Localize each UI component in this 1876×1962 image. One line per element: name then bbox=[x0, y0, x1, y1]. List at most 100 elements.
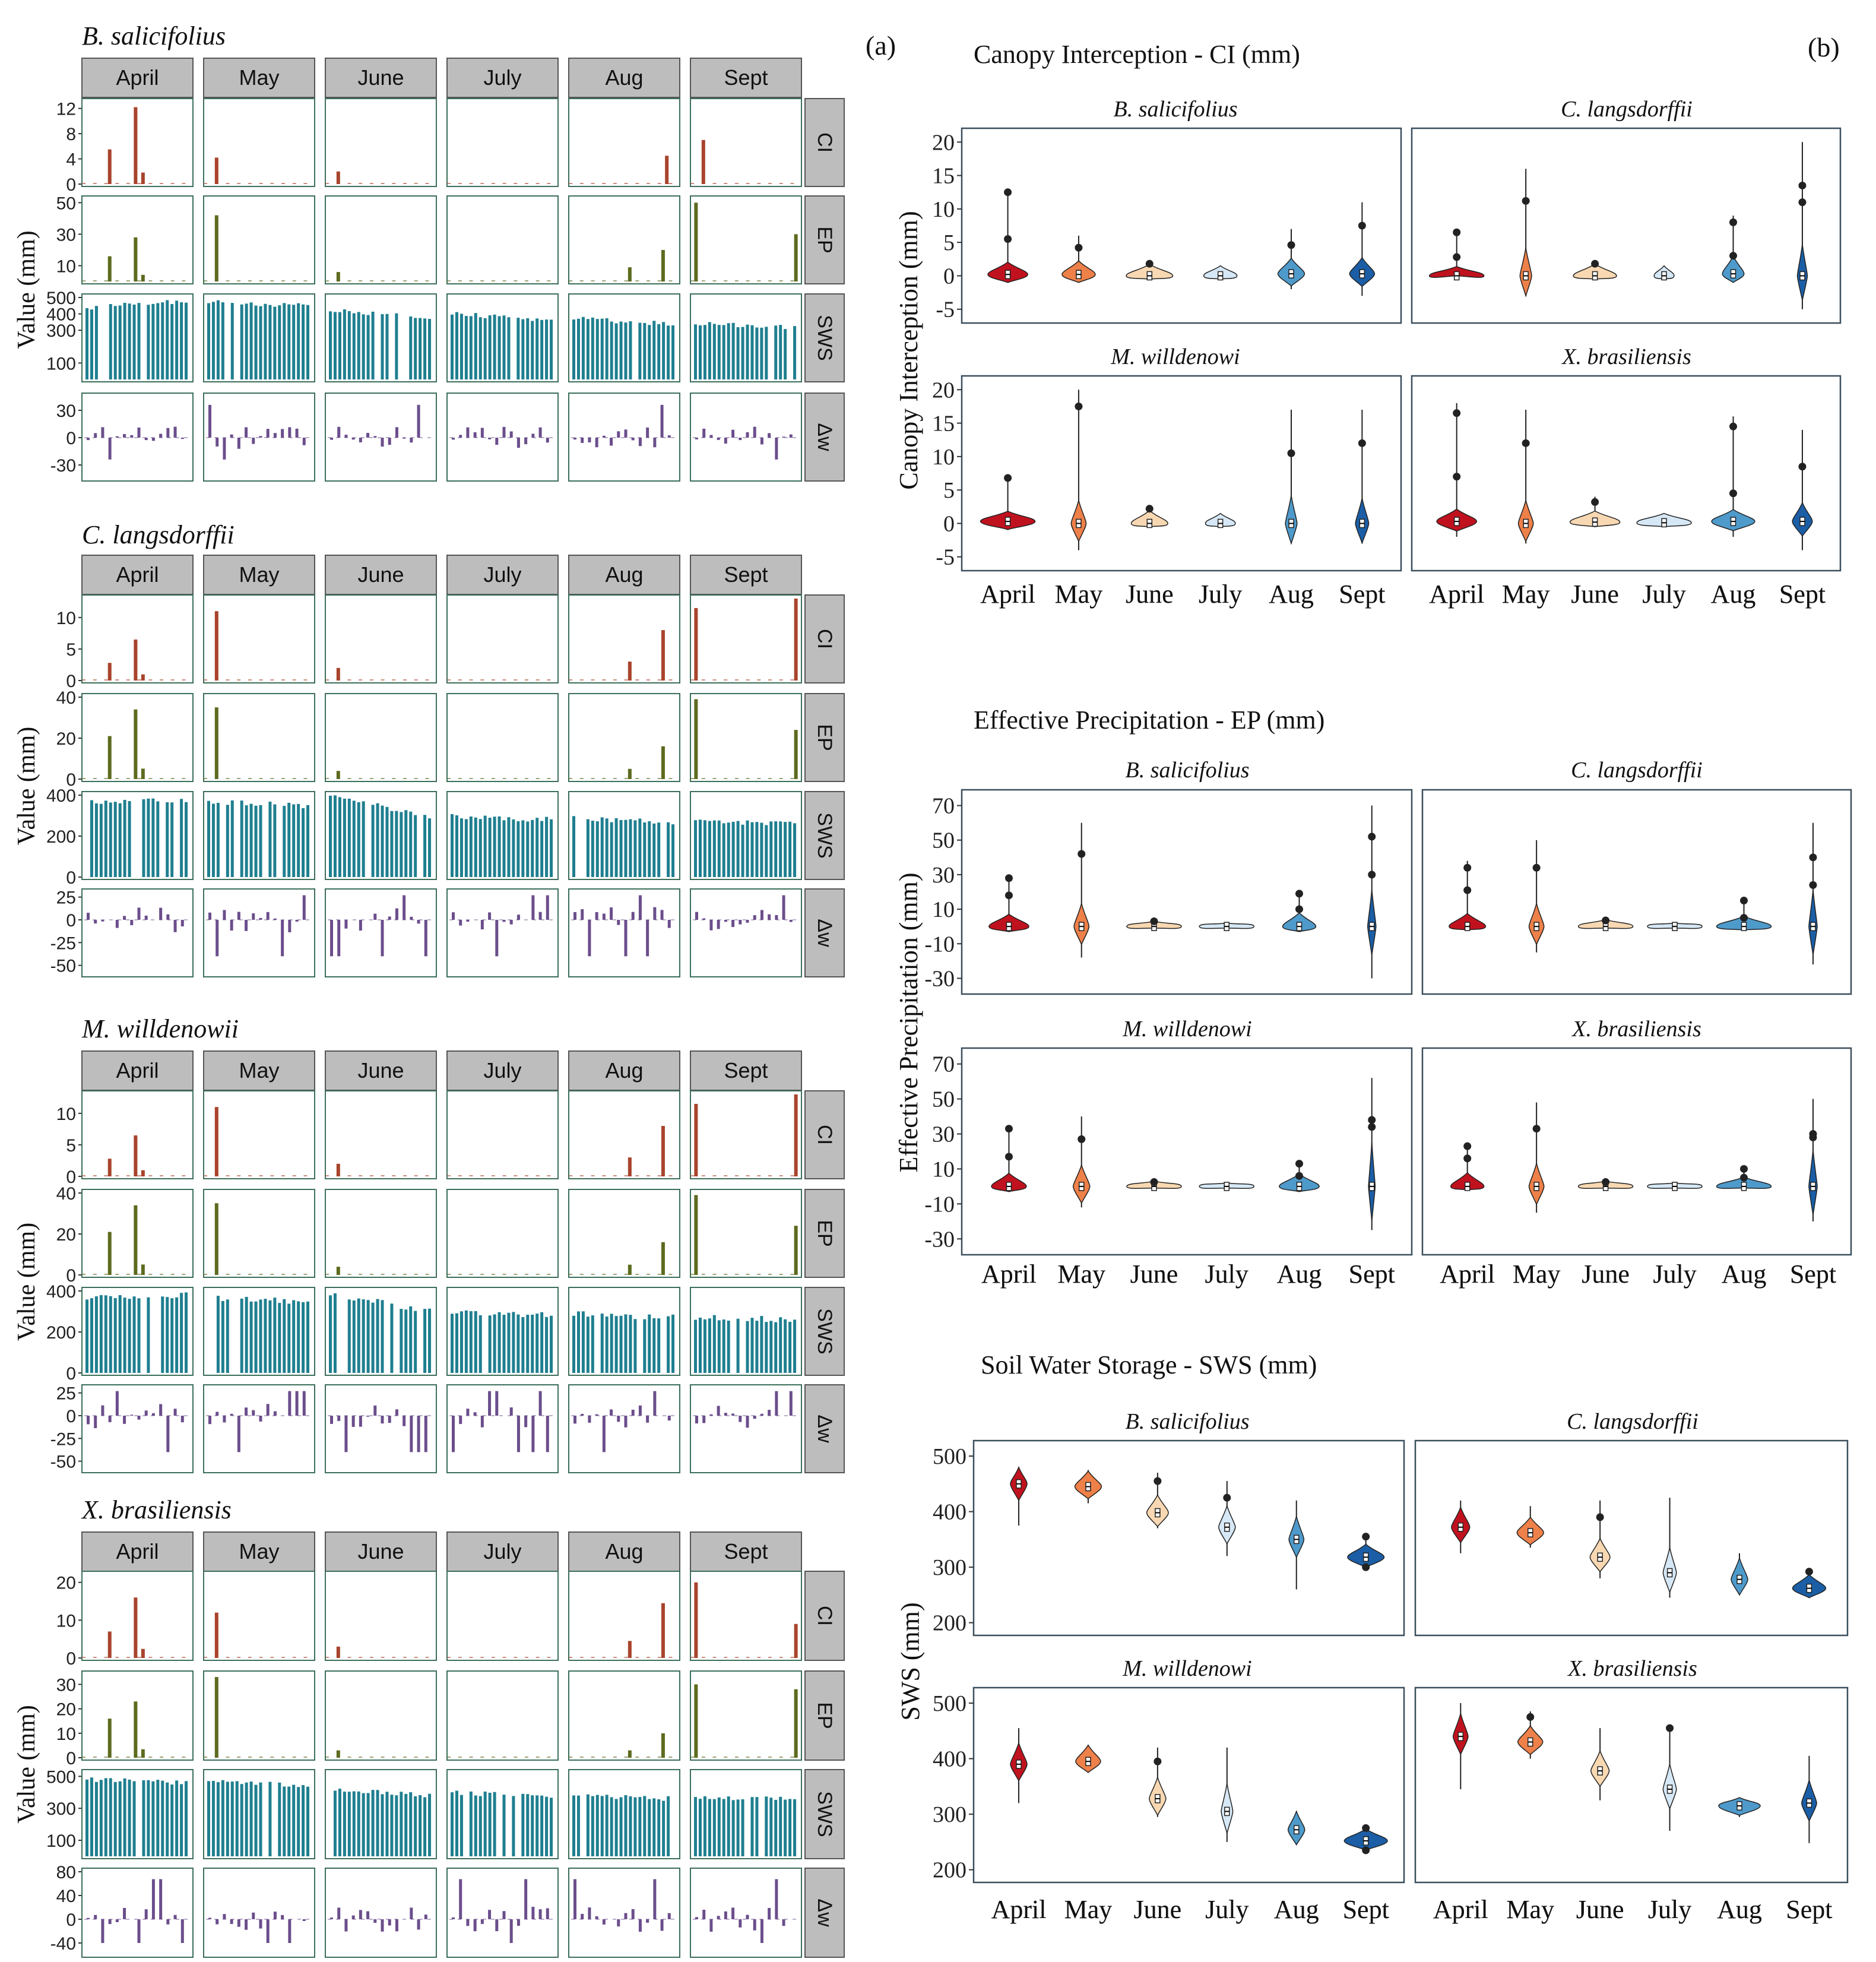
facet-frame bbox=[690, 1571, 802, 1661]
x-tick-label: May bbox=[1513, 1260, 1561, 1289]
bar bbox=[712, 1799, 716, 1856]
bar bbox=[395, 811, 398, 877]
bar bbox=[722, 823, 725, 877]
bar bbox=[357, 802, 360, 877]
bar bbox=[266, 429, 270, 438]
outlier-point bbox=[1362, 1563, 1370, 1571]
bar bbox=[107, 1719, 112, 1758]
facet-frame bbox=[690, 1287, 802, 1376]
bar bbox=[161, 1780, 164, 1856]
bar bbox=[753, 1416, 756, 1419]
x-tick-label: Sept bbox=[1339, 580, 1385, 609]
bar bbox=[302, 1785, 305, 1856]
bar bbox=[722, 1799, 725, 1856]
bar bbox=[661, 1603, 665, 1658]
facet-frame bbox=[568, 791, 680, 880]
tick-label: 500 bbox=[46, 289, 76, 308]
bar bbox=[337, 1907, 341, 1919]
facet-frame bbox=[81, 791, 194, 880]
bar bbox=[170, 1298, 174, 1373]
bar bbox=[765, 1322, 768, 1373]
bar bbox=[768, 1410, 771, 1416]
bar bbox=[211, 1780, 215, 1856]
bar bbox=[708, 821, 711, 877]
outlier-point bbox=[1075, 402, 1083, 410]
tick-label: 12 bbox=[56, 100, 76, 119]
outlier-point bbox=[1358, 221, 1366, 230]
bar bbox=[428, 319, 432, 379]
bar bbox=[306, 805, 310, 877]
tick-label: 40 bbox=[56, 1887, 76, 1906]
facet-frame bbox=[325, 1090, 437, 1179]
bar bbox=[329, 311, 332, 379]
bar bbox=[237, 1416, 240, 1452]
bar bbox=[452, 912, 455, 920]
bar bbox=[624, 1795, 628, 1856]
outlier-point bbox=[1463, 1154, 1472, 1163]
bar bbox=[137, 907, 141, 920]
x-tick-label: Aug bbox=[1277, 1260, 1322, 1289]
facet-frame bbox=[446, 1189, 559, 1278]
bar bbox=[85, 1779, 88, 1856]
bar bbox=[614, 323, 618, 379]
facet-frame bbox=[325, 195, 437, 284]
bar bbox=[107, 663, 112, 681]
bar bbox=[724, 1413, 727, 1416]
bar bbox=[302, 1919, 306, 1921]
bar bbox=[352, 1791, 356, 1856]
x-tick-label: April bbox=[1440, 1260, 1495, 1289]
bar bbox=[455, 1313, 458, 1373]
month-strip bbox=[690, 555, 802, 595]
bar bbox=[268, 305, 272, 379]
tick-label: 300 bbox=[933, 1555, 966, 1580]
bar bbox=[101, 1405, 104, 1416]
bar bbox=[403, 895, 406, 920]
bar bbox=[702, 918, 706, 920]
row-label: Δw bbox=[813, 919, 836, 947]
bar bbox=[739, 438, 742, 441]
bar bbox=[180, 920, 184, 927]
bar bbox=[237, 438, 240, 449]
bar bbox=[624, 322, 628, 379]
x-tick-label: June bbox=[1576, 1895, 1624, 1924]
row-strip bbox=[804, 888, 845, 977]
bar bbox=[661, 1242, 665, 1275]
row-label: Δw bbox=[813, 423, 836, 451]
outlier-point bbox=[1154, 1477, 1162, 1485]
facet-frame bbox=[203, 1384, 315, 1473]
tick-label: 50 bbox=[932, 828, 955, 853]
bar bbox=[362, 1299, 365, 1373]
bar bbox=[694, 1684, 698, 1758]
bar bbox=[550, 1315, 553, 1373]
row-strip bbox=[804, 1090, 845, 1179]
month-strip bbox=[690, 1050, 802, 1091]
bar bbox=[629, 1315, 632, 1373]
bar bbox=[545, 319, 549, 379]
bar bbox=[662, 1800, 666, 1856]
row-strip bbox=[804, 791, 845, 880]
bar bbox=[281, 1914, 284, 1919]
bar bbox=[779, 1796, 782, 1856]
bar bbox=[695, 912, 698, 920]
bar bbox=[166, 914, 170, 920]
bar bbox=[708, 322, 711, 379]
bar bbox=[614, 818, 618, 877]
bar bbox=[712, 820, 716, 877]
bar bbox=[101, 1919, 104, 1943]
bar bbox=[159, 1404, 163, 1416]
bar bbox=[452, 1416, 455, 1452]
bar bbox=[216, 1782, 220, 1856]
bar bbox=[629, 321, 632, 379]
bar bbox=[123, 799, 126, 877]
bar bbox=[287, 304, 291, 379]
bar bbox=[712, 324, 716, 379]
bar bbox=[166, 802, 169, 877]
bar bbox=[717, 820, 721, 877]
tick-label: 10 bbox=[56, 1611, 76, 1631]
x-tick-label: Sept bbox=[1790, 1260, 1836, 1289]
species-title: B. salicifolius bbox=[82, 21, 226, 50]
tick-label: 10 bbox=[56, 609, 76, 628]
tick-label: -30 bbox=[924, 966, 955, 991]
bar bbox=[760, 1919, 763, 1943]
bar bbox=[330, 438, 333, 440]
